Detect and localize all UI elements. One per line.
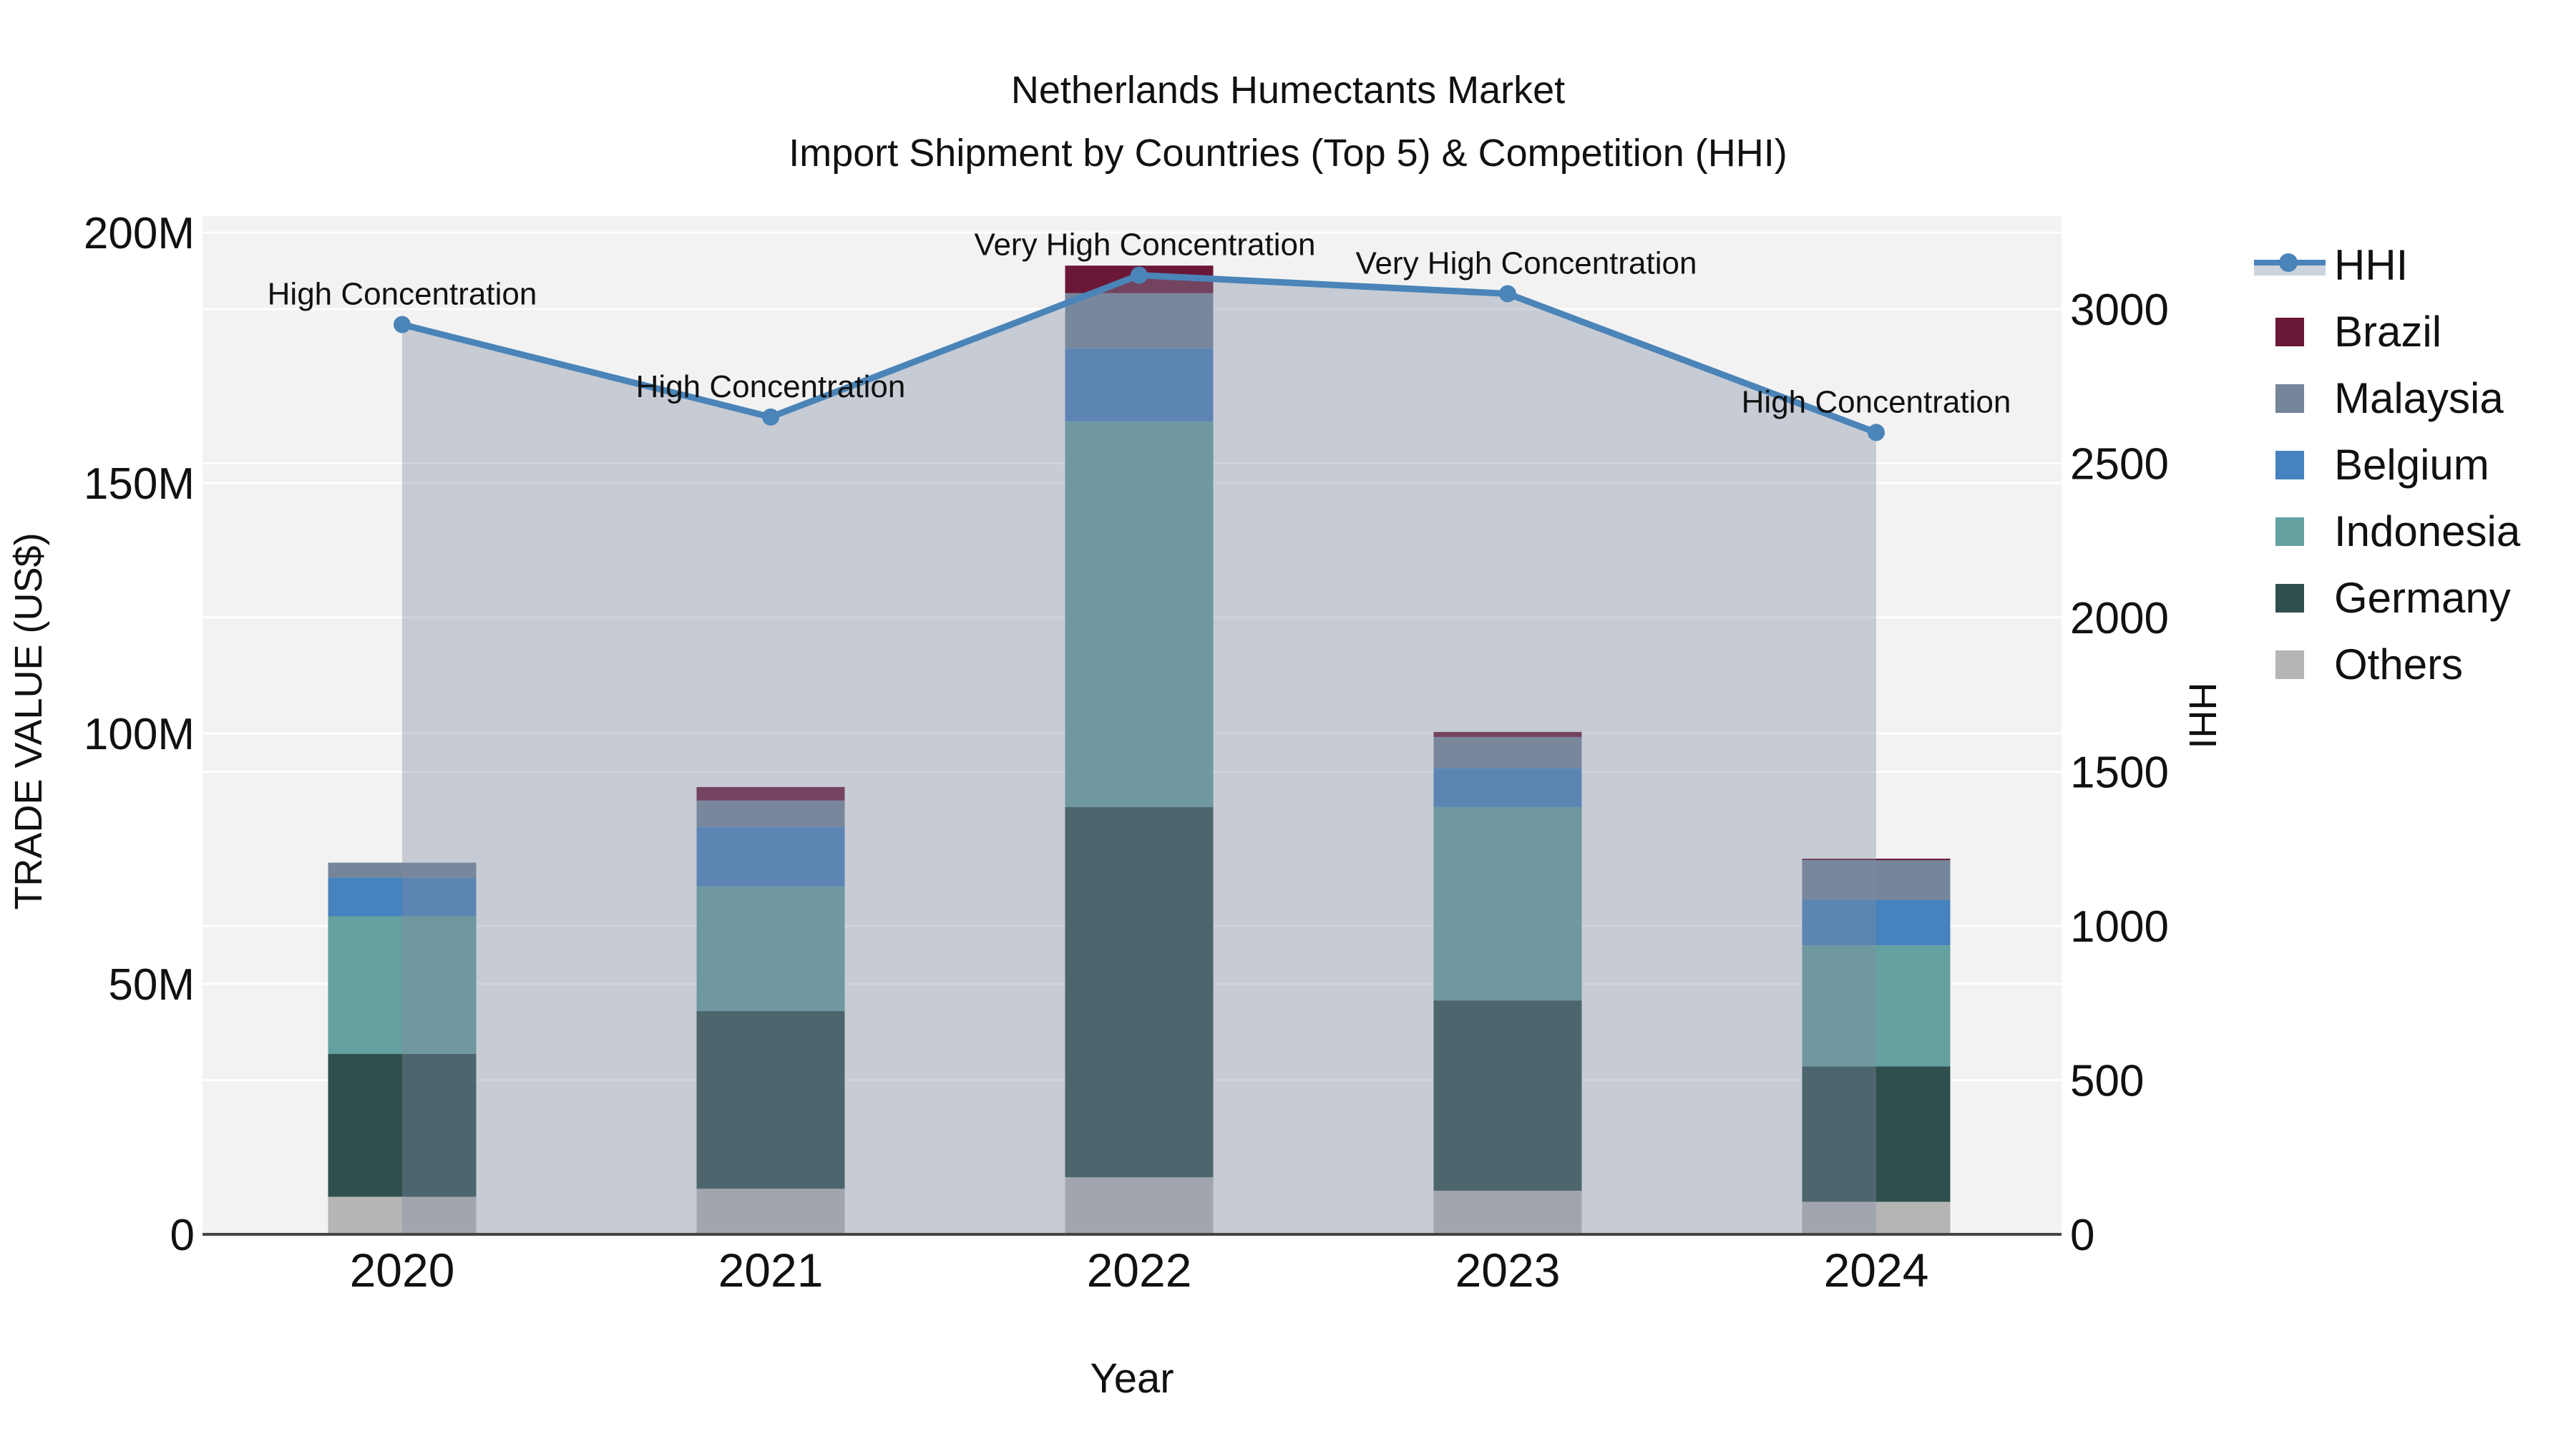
y-right-tick-2000: 2000 <box>2070 594 2169 643</box>
bar-segment-brazil-2024 <box>1802 859 1951 861</box>
bar-segment-belgium-2021 <box>696 826 845 887</box>
legend-item-hhi[interactable]: HHI <box>2247 232 2520 298</box>
bar-segment-indonesia-2021 <box>696 886 845 1011</box>
annotation-2024: High Concentration <box>1742 384 2011 419</box>
hhi-marker-2024 <box>1868 424 1885 441</box>
x-tick-2021: 2021 <box>718 1244 824 1297</box>
hhi-marker-2023 <box>1499 285 1516 303</box>
bar-segment-malaysia-2022 <box>1065 293 1214 348</box>
y-left-tick-50M: 50M <box>108 960 195 1010</box>
y-right-tick-3000: 3000 <box>2070 286 2169 335</box>
y-left-tick-0: 0 <box>170 1211 195 1260</box>
y-left-tick-200M: 200M <box>84 209 195 258</box>
bar-segment-germany-2020 <box>328 1054 477 1197</box>
x-tick-2022: 2022 <box>1087 1244 1192 1297</box>
bar-segment-indonesia-2022 <box>1065 421 1214 807</box>
x-tick-2024: 2024 <box>1824 1244 1929 1297</box>
y-right-tick-0: 0 <box>2070 1211 2094 1260</box>
bar-segment-malaysia-2021 <box>696 800 845 827</box>
bar-segment-malaysia-2024 <box>1802 860 1951 900</box>
hhi-marker-2022 <box>1131 266 1148 284</box>
bar-segment-belgium-2022 <box>1065 348 1214 421</box>
bar-segment-others-2021 <box>696 1189 845 1234</box>
annotation-2021: High Concentration <box>636 369 906 404</box>
x-tick-2023: 2023 <box>1455 1244 1561 1297</box>
bar-segment-germany-2023 <box>1433 1000 1582 1191</box>
legend-item-others[interactable]: Others <box>2247 631 2520 698</box>
chart-title-line2: Import Shipment by Countries (Top 5) & C… <box>789 132 1787 175</box>
legend-swatch-icon <box>2247 450 2333 479</box>
legend-swatch-icon <box>2247 583 2333 613</box>
annotation-2020: High Concentration <box>268 277 537 312</box>
y-left-tick-150M: 150M <box>84 459 195 509</box>
bar-segment-belgium-2020 <box>328 877 477 917</box>
chart-title-line1: Netherlands Humectants Market <box>1010 69 1566 112</box>
hhi-marker-2020 <box>394 316 411 333</box>
y-right-tick-1000: 1000 <box>2070 902 2169 952</box>
legend-swatch-icon <box>2247 517 2333 546</box>
legend-label: Indonesia <box>2334 507 2521 555</box>
legend-label: Germany <box>2334 574 2511 622</box>
bar-segment-germany-2022 <box>1065 806 1214 1178</box>
legend-item-belgium[interactable]: Belgium <box>2247 431 2520 498</box>
annotation-2023: Very High Concentration <box>1356 245 1697 280</box>
bar-segment-belgium-2023 <box>1433 768 1582 807</box>
legend-label: Belgium <box>2334 441 2489 489</box>
legend-label: Others <box>2334 640 2464 688</box>
legend-swatch-icon <box>2247 650 2333 679</box>
bar-segment-belgium-2024 <box>1802 899 1951 946</box>
bar-segment-others-2024 <box>1802 1201 1951 1234</box>
legend-swatch-icon <box>2247 384 2333 413</box>
y-right-tick-1500: 1500 <box>2070 748 2169 798</box>
x-axis-title: Year <box>1090 1355 1174 1402</box>
y-right-tick-500: 500 <box>2070 1057 2144 1106</box>
chart-title: Netherlands Humectants Market Import Shi… <box>0 59 2576 185</box>
legend-label: HHI <box>2334 241 2409 289</box>
legend-label: Malaysia <box>2334 374 2504 422</box>
annotation-2022: Very High Concentration <box>975 228 1316 263</box>
y-right-tick-2500: 2500 <box>2070 440 2169 489</box>
legend-swatch-icon <box>2247 317 2333 346</box>
bar-segment-brazil-2021 <box>696 786 845 801</box>
bar-segment-indonesia-2020 <box>328 916 477 1054</box>
x-tick-2020: 2020 <box>350 1244 455 1297</box>
legend-item-germany[interactable]: Germany <box>2247 565 2520 631</box>
bar-segment-germany-2021 <box>696 1010 845 1189</box>
hhi-marker-2021 <box>762 408 779 426</box>
bar-segment-brazil-2023 <box>1433 731 1582 737</box>
hhi-line-swatch-icon <box>2247 247 2333 284</box>
bar-segment-germany-2024 <box>1802 1066 1951 1202</box>
y-axis-title-left: TRADE VALUE (US$) <box>7 532 50 910</box>
legend: HHI Brazil Malaysia Belgium Indonesia Germany… <box>2247 232 2520 698</box>
y-left-tick-100M: 100M <box>84 710 195 759</box>
bar-segment-malaysia-2020 <box>328 862 477 878</box>
legend-label: Brazil <box>2334 308 2442 356</box>
bar-segment-indonesia-2024 <box>1802 945 1951 1067</box>
bar-segment-others-2023 <box>1433 1191 1582 1234</box>
legend-item-indonesia[interactable]: Indonesia <box>2247 498 2520 565</box>
legend-item-brazil[interactable]: Brazil <box>2247 298 2520 365</box>
hhi-area <box>402 275 1876 1235</box>
bar-segment-indonesia-2023 <box>1433 806 1582 1001</box>
bar-segment-others-2020 <box>328 1196 477 1234</box>
bar-segment-malaysia-2023 <box>1433 736 1582 769</box>
bar-segment-others-2022 <box>1065 1177 1214 1234</box>
y-axis-title-right: HHI <box>2181 682 2224 749</box>
legend-item-malaysia[interactable]: Malaysia <box>2247 365 2520 431</box>
